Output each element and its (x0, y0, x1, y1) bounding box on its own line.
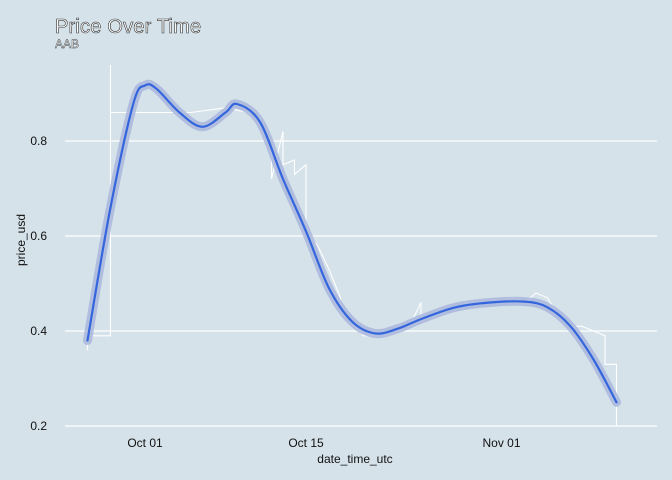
raw-price-line (86, 65, 618, 426)
y-tick-label: 0.8 (30, 134, 47, 148)
chart-subtitle: AAB (55, 37, 80, 51)
y-tick-label: 0.2 (30, 419, 47, 433)
smooth-price-line (86, 83, 618, 404)
y-tick-label: 0.4 (30, 324, 47, 338)
confidence-band-path (83, 79, 621, 407)
grid-layer (65, 140, 657, 427)
raw-series (86, 65, 618, 426)
x-tick-label: Oct 15 (288, 436, 324, 450)
x-tick-label: Oct 01 (127, 436, 163, 450)
y-tick-label: 0.6 (30, 229, 47, 243)
smooth-series (86, 83, 618, 404)
chart-title: Price Over Time (55, 16, 202, 39)
x-axis-title: date_time_utc (317, 452, 392, 466)
y-tick-labels: 0.2 0.4 0.6 0.8 (30, 134, 47, 433)
confidence-band (83, 79, 621, 407)
x-tick-labels: Oct 01 Oct 15 Nov 01 (127, 436, 521, 450)
x-tick-label: Nov 01 (482, 436, 520, 450)
y-axis-title: price_usd (14, 214, 28, 266)
